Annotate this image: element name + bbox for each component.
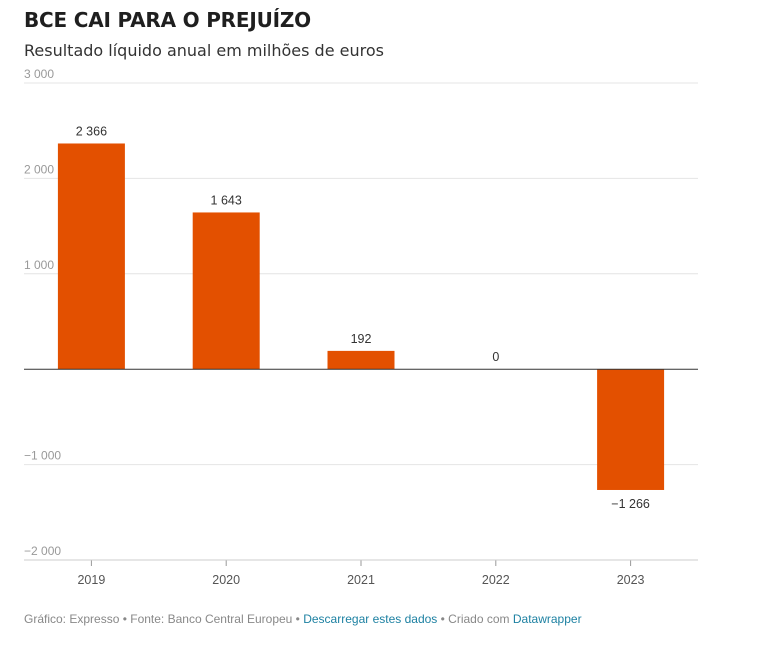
bar-value-label: 0 xyxy=(492,350,499,364)
chart-title: BCE CAI PARA O PREJUÍZO xyxy=(24,8,311,32)
bar-value-label: 2 366 xyxy=(76,124,107,138)
x-tick-label: 2021 xyxy=(347,573,375,587)
bar-value-label: 1 643 xyxy=(211,193,242,207)
bar-value-label: 192 xyxy=(351,332,372,346)
datawrapper-link[interactable]: Datawrapper xyxy=(512,612,582,626)
footer-credit: Gráfico: Expresso • Fonte: Banco Central… xyxy=(24,612,304,626)
y-tick-label: −1 000 xyxy=(24,449,61,463)
x-tick-label: 2022 xyxy=(482,573,510,587)
bar xyxy=(597,369,665,490)
bar-value-label: −1 266 xyxy=(611,497,650,511)
bar xyxy=(57,143,125,370)
y-tick-label: 3 000 xyxy=(24,67,54,81)
y-tick-label: 1 000 xyxy=(24,258,54,272)
x-tick-label: 2023 xyxy=(617,573,645,587)
bar-chart: 3 000 2 000 1 000 −1 000 −2 000 2 366 2019 1 64… xyxy=(24,67,698,587)
chart-subtitle: Resultado líquido anual em milhões de eu… xyxy=(24,41,384,60)
bar xyxy=(192,212,260,370)
download-data-link[interactable]: Descarregar estes dados xyxy=(303,612,438,626)
bar xyxy=(327,350,395,370)
chart-footer: Gráfico: Expresso • Fonte: Banco Central… xyxy=(24,612,582,626)
x-tick-label: 2020 xyxy=(212,573,240,587)
y-tick-label: 2 000 xyxy=(24,162,54,176)
y-tick-label: −2 000 xyxy=(24,544,61,558)
x-tick-label: 2019 xyxy=(77,573,105,587)
footer-created-with: • Criado com xyxy=(437,612,513,626)
